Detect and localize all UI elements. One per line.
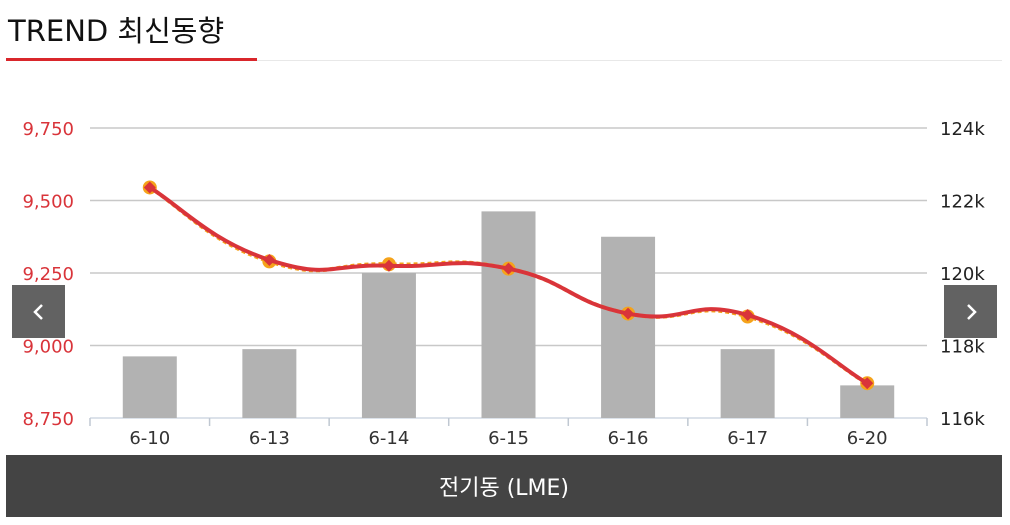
footer-label: 전기동 (LME) bbox=[438, 476, 570, 501]
chart-bar bbox=[720, 349, 775, 418]
right-axis-tick-label: 116k bbox=[940, 409, 985, 430]
prev-button[interactable] bbox=[12, 285, 65, 338]
right-axis-tick-label: 120k bbox=[940, 264, 985, 285]
chart-bar bbox=[242, 349, 297, 418]
chevron-left-icon bbox=[32, 303, 43, 320]
left-axis-tick-label: 9,750 bbox=[22, 119, 74, 140]
next-button[interactable] bbox=[944, 285, 997, 338]
chart-bar bbox=[481, 211, 536, 418]
chart-bar bbox=[601, 236, 656, 418]
series-point-solid bbox=[502, 262, 515, 275]
series-point-solid bbox=[861, 377, 874, 390]
left-axis-tick-label: 8,750 bbox=[22, 409, 74, 430]
chevron-right-icon bbox=[966, 303, 977, 320]
x-axis-tick-label: 6-13 bbox=[249, 428, 290, 449]
footer-bar: 전기동 (LME) bbox=[6, 455, 1002, 517]
header: TREND 최신동향 bbox=[0, 0, 1010, 62]
x-axis-tick-label: 6-16 bbox=[608, 428, 649, 449]
series-point-solid bbox=[263, 253, 276, 266]
series-point-solid bbox=[382, 259, 395, 272]
x-axis-tick-label: 6-17 bbox=[727, 428, 768, 449]
x-axis-tick-label: 6-15 bbox=[488, 428, 529, 449]
page-title: TREND 최신동향 bbox=[8, 14, 225, 48]
chart-bar bbox=[122, 356, 177, 418]
trend-chart: 9,750 124k 9,500 122k 9,250 120k 9,000 118k 8,75… bbox=[22, 119, 985, 449]
left-axis-tick-label: 9,500 bbox=[22, 192, 74, 213]
series-point-solid bbox=[143, 181, 156, 194]
left-axis-tick-label: 9,000 bbox=[22, 337, 74, 358]
title-underline bbox=[6, 58, 257, 61]
left-axis-tick-label: 9,250 bbox=[22, 264, 74, 285]
series-point-solid bbox=[741, 309, 754, 322]
chart-bar bbox=[361, 273, 416, 418]
x-axis-tick-label: 6-10 bbox=[129, 428, 170, 449]
x-axis-tick-label: 6-14 bbox=[368, 428, 409, 449]
header-divider bbox=[257, 60, 1002, 61]
right-axis-tick-label: 122k bbox=[940, 192, 985, 213]
x-axis-tick-label: 6-20 bbox=[847, 428, 888, 449]
chart-bar bbox=[840, 385, 895, 418]
right-axis-tick-label: 124k bbox=[940, 119, 985, 140]
series-point-solid bbox=[622, 307, 635, 320]
right-axis-tick-label: 118k bbox=[940, 337, 985, 358]
